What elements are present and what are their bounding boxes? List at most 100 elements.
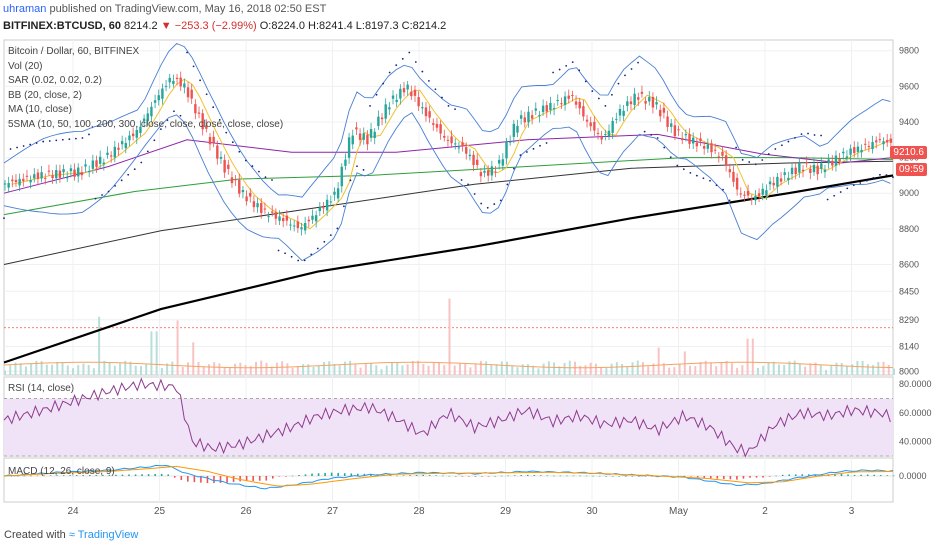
footer-brand[interactable]: TradingView [77, 529, 139, 541]
volume-bar [223, 367, 226, 375]
volume-bar [411, 360, 414, 375]
symbol-label[interactable]: BITFINEX:BTCUSD, 60 [3, 20, 121, 32]
sar-dot [395, 64, 398, 67]
macd-histogram-bar [592, 475, 594, 477]
candle-body [732, 171, 735, 182]
macd-histogram-bar [206, 476, 209, 484]
candle-body [69, 168, 73, 172]
sar-dot [865, 179, 868, 182]
volume-bar [401, 365, 404, 375]
volume-bar [709, 363, 712, 375]
volume-bar [19, 363, 22, 375]
rsi-band [4, 398, 893, 456]
volume-bar [479, 360, 482, 375]
candle-body [761, 188, 764, 195]
sar-dot [499, 199, 502, 202]
macd-histogram-bar [768, 476, 771, 477]
tradingview-logo-icon[interactable]: ≈ [68, 529, 75, 541]
legend-bb[interactable]: BB (20, close, 2) [8, 89, 82, 101]
rsi-label[interactable]: RSI (14, close) [8, 383, 75, 394]
sar-dot [68, 138, 71, 141]
legend-vol[interactable]: Vol (20) [8, 60, 43, 72]
sar-dot [800, 133, 803, 136]
volume-bar [66, 365, 69, 375]
x-tick-label: 25 [154, 506, 166, 517]
macd-histogram-bar [370, 473, 372, 476]
legend-ma[interactable]: MA (10, close) [8, 104, 72, 116]
volume-bar [526, 364, 529, 375]
sar-dot [140, 161, 143, 164]
macd-histogram-bar [409, 475, 411, 476]
volume-bar [166, 363, 169, 375]
legend-sar[interactable]: SAR (0.02, 0.02, 0.2) [8, 75, 102, 87]
sar-dot [277, 249, 280, 252]
sar-dot [794, 136, 796, 139]
volume-bar [866, 364, 869, 375]
sar-dot [820, 134, 822, 137]
volume-bar [92, 368, 95, 375]
macd-histogram-bar [677, 475, 679, 477]
price-chart[interactable]: 24252627282930May23980096009400920090008… [0, 37, 932, 517]
macd-label[interactable]: MACD (12, 26, close, 9) [8, 466, 115, 477]
volume-bar [668, 367, 671, 375]
candle-body [801, 169, 805, 172]
candle-body [691, 137, 695, 144]
high-value: H:8241.4 [308, 20, 353, 32]
sar-dot [192, 65, 195, 68]
candle-body [135, 129, 138, 138]
candle-body [655, 102, 658, 105]
macd-histogram-bar [147, 474, 150, 476]
macd-histogram-bar [324, 472, 326, 476]
candle-body [450, 136, 453, 144]
sar-dot [454, 108, 456, 111]
publish-info: uhraman published on TradingView.com, Ma… [3, 3, 326, 15]
volume-bar [187, 362, 190, 375]
legend-5sma[interactable]: 5SMA (10, 50, 100, 200, 300, close, clos… [8, 118, 284, 130]
candle-body [216, 145, 219, 159]
macd-histogram-bar [723, 476, 725, 479]
candle-body [523, 117, 527, 123]
sar-dot [617, 82, 620, 85]
macd-histogram-bar [788, 474, 791, 476]
macd-histogram-bar [167, 474, 170, 476]
candle-body [234, 179, 237, 181]
volume-bar [333, 363, 336, 375]
volume-bar [772, 361, 775, 375]
sar-dot [571, 61, 574, 64]
down-arrow-icon: ▼ [160, 20, 172, 32]
candle-body [508, 141, 512, 143]
candle-body [238, 179, 241, 194]
sar-dot [244, 159, 247, 162]
volume-bar [547, 361, 550, 375]
macd-histogram-bar [821, 474, 823, 476]
candle-body [318, 207, 322, 212]
candle-body [106, 152, 109, 155]
macd-histogram-bar [134, 474, 137, 476]
volume-bar [427, 365, 430, 375]
volume-bar [307, 364, 310, 375]
volume-bar [9, 365, 12, 375]
candle-body [260, 203, 263, 213]
sar-dot [532, 147, 535, 150]
sar-dot [290, 255, 293, 258]
volume-bar [390, 362, 393, 375]
macd-histogram-bar [193, 476, 196, 483]
price-tick-label: 9800 [899, 46, 919, 56]
sar-dot [826, 198, 829, 201]
sar-dot [767, 153, 770, 155]
volume-bar [40, 361, 43, 375]
candle-body [790, 167, 794, 175]
price-tick-label: 8140 [899, 341, 919, 351]
volume-bar [563, 363, 566, 375]
candle-body [838, 159, 841, 161]
sar-dot [467, 183, 470, 186]
author-link[interactable]: uhraman [3, 3, 47, 15]
macd-histogram-bar [481, 476, 483, 477]
sar-dot [29, 143, 32, 146]
volume-bar [71, 368, 74, 375]
macd-signal-line [3, 465, 894, 487]
volume-bar [192, 342, 195, 375]
sar-dot [735, 146, 738, 149]
legend-symbol[interactable]: Bitcoin / Dollar, 60, BITFINEX [8, 46, 140, 57]
sar-dot [55, 139, 58, 142]
